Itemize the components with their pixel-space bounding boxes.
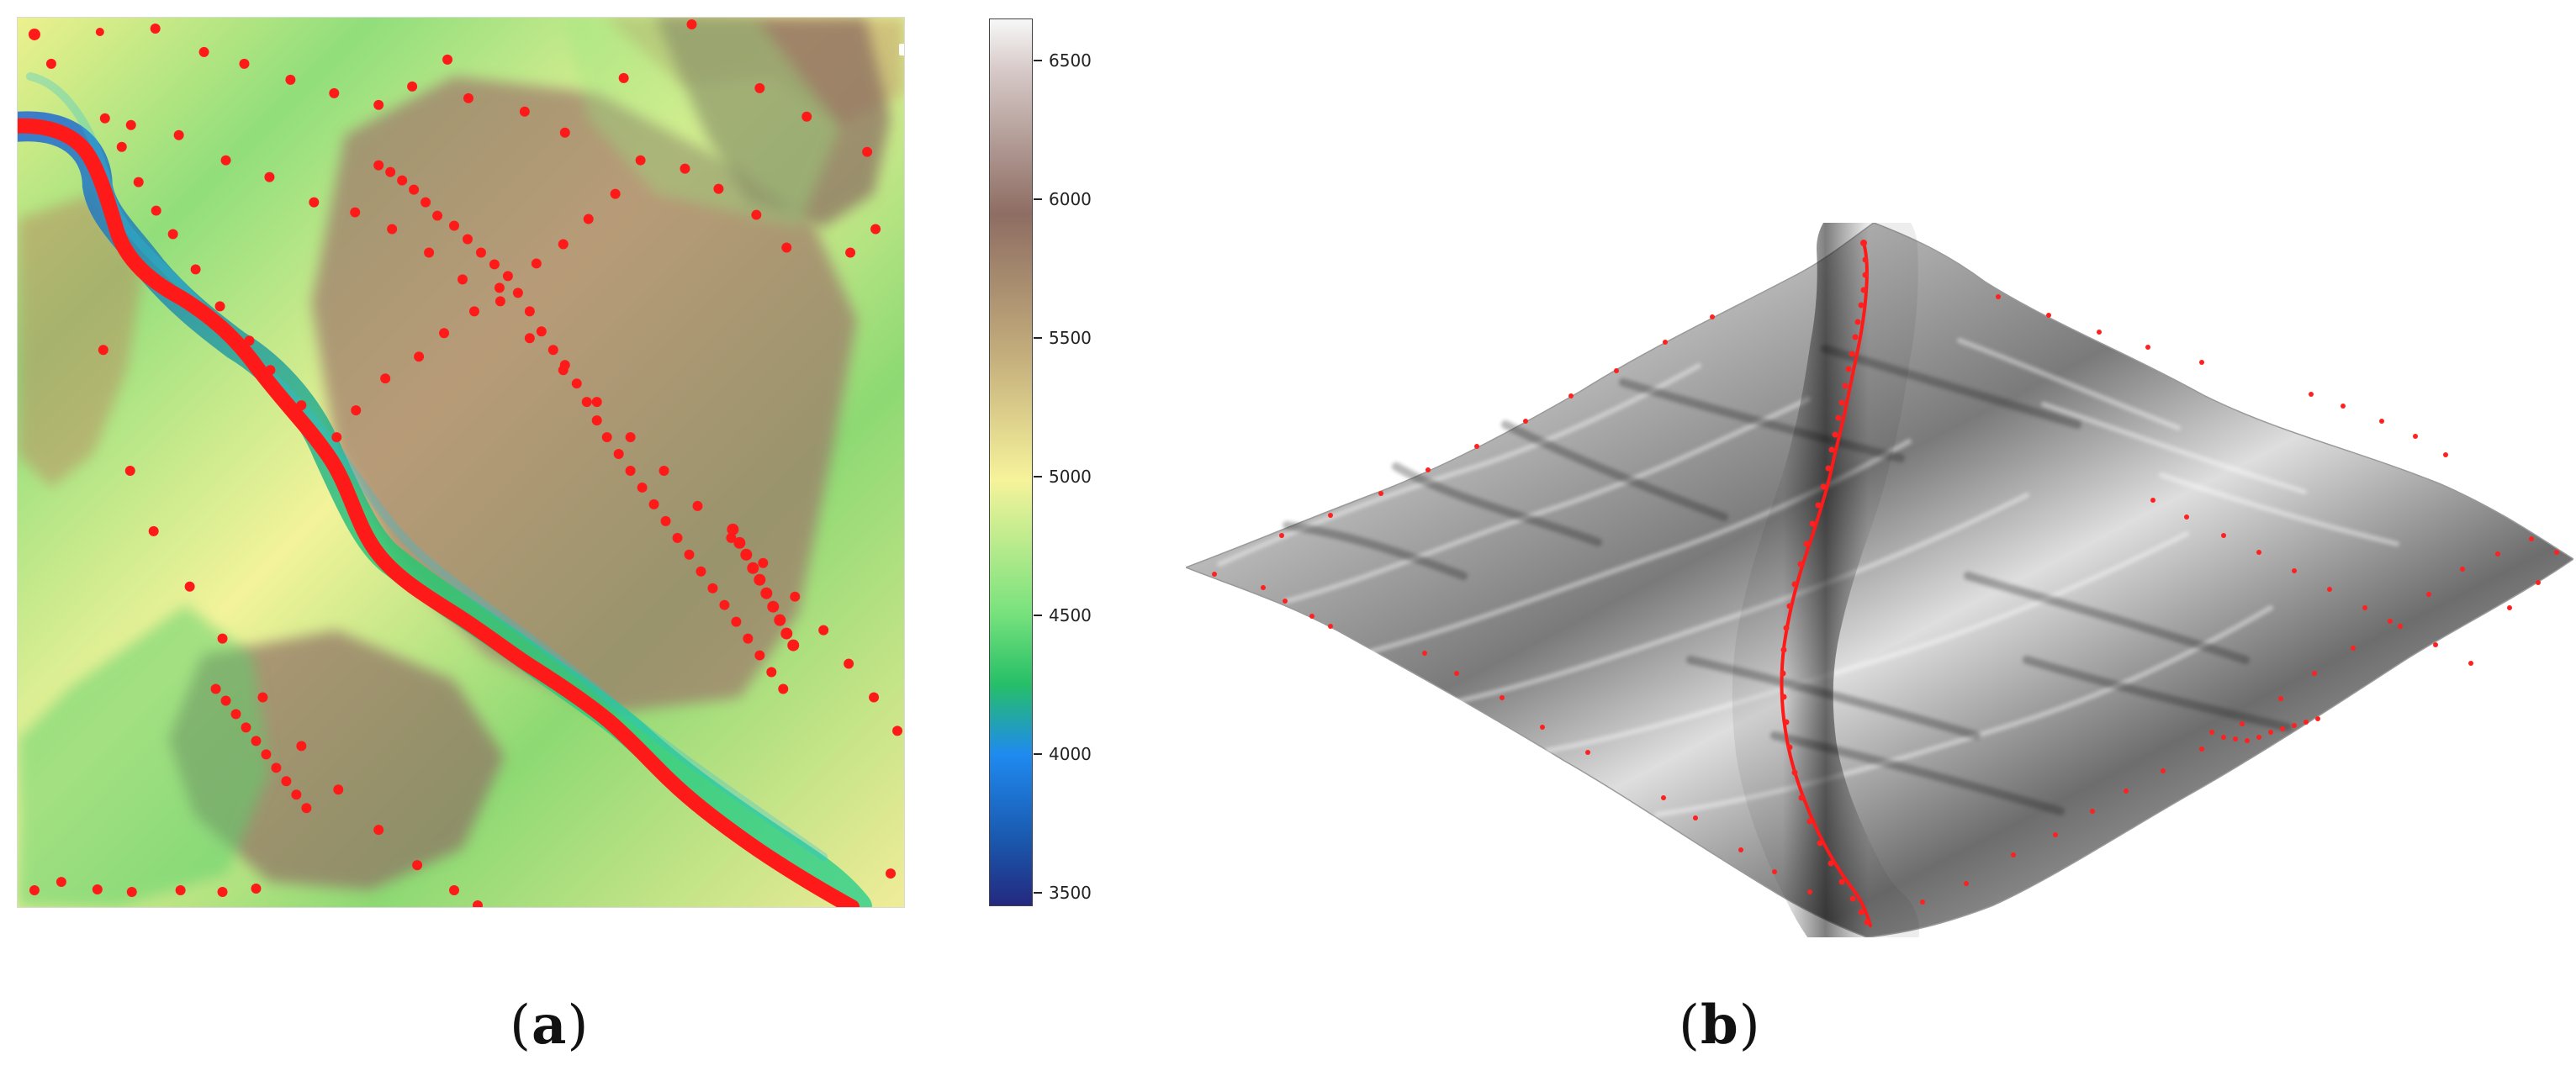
- legend-marker: [899, 44, 904, 55]
- colorbar-tick-6500: 6500: [1034, 52, 1092, 69]
- lowland-northeast: [563, 18, 841, 228]
- colorbar-tick-line: [1034, 475, 1042, 477]
- caption-a-letter: a: [531, 994, 568, 1057]
- colorbar-tick-line: [1034, 752, 1042, 755]
- caption-b-letter: b: [1700, 994, 1739, 1057]
- terrain-3d-panel: [1186, 223, 2573, 937]
- terrain-scatter-dots: [1212, 294, 2559, 905]
- colorbar-tick-label: 3500: [1049, 882, 1092, 903]
- caption-b-open: (: [1679, 994, 1701, 1057]
- caption-a-open: (: [510, 994, 532, 1057]
- colorbar: [989, 18, 1033, 906]
- terrain-3d-view: [1186, 223, 2573, 937]
- caption-b: (b): [1679, 999, 1761, 1053]
- colorbar-tick-label: 4000: [1049, 743, 1092, 764]
- colorbar-tick-4500: 4500: [1034, 607, 1092, 624]
- dense-point-clusters: [210, 160, 800, 814]
- colorbar-tick-line: [1034, 336, 1042, 339]
- colorbar-tick-label: 6500: [1049, 50, 1092, 71]
- terrain-surface: [1186, 223, 2573, 937]
- terrain-channel-dots: [1780, 240, 1870, 926]
- colorbar-tick-line: [1034, 59, 1042, 61]
- colorbar-tick-line: [1034, 891, 1042, 894]
- ridge-zone-central: [311, 76, 858, 715]
- colorbar-tick-6000: 6000: [1034, 191, 1092, 208]
- caption-a-close: ): [567, 994, 590, 1057]
- channel-points: [28, 18, 903, 907]
- lowland-west: [18, 604, 270, 907]
- colorbar-tick-3500: 3500: [1034, 884, 1092, 901]
- colorbar-tick-label: 4500: [1049, 604, 1092, 625]
- main-channel-red: [1780, 241, 1872, 927]
- colorbar-tick-label: 6000: [1049, 188, 1092, 209]
- colorbar-tick-label: 5500: [1049, 327, 1092, 348]
- main-channel-extraction: [18, 118, 860, 907]
- ridge-zone-west: [18, 193, 144, 488]
- colorbar-tick-4000: 4000: [1034, 746, 1092, 762]
- elevation-map: [18, 18, 904, 907]
- caption-a: (a): [510, 999, 589, 1053]
- colorbar-tick-5500: 5500: [1034, 330, 1092, 346]
- colorbar-ticks: 6500 6000 5500 5000 4500 4000 3500: [1034, 18, 1135, 906]
- main-valley: [1732, 223, 1919, 937]
- colorbar-tick-line: [1034, 198, 1042, 200]
- colorbar-tick-5000: 5000: [1034, 468, 1092, 485]
- colorbar-tick-label: 5000: [1049, 466, 1092, 487]
- caption-b-close: ): [1738, 994, 1761, 1057]
- colorbar-tick-line: [1034, 614, 1042, 616]
- elevation-map-panel: [17, 17, 905, 908]
